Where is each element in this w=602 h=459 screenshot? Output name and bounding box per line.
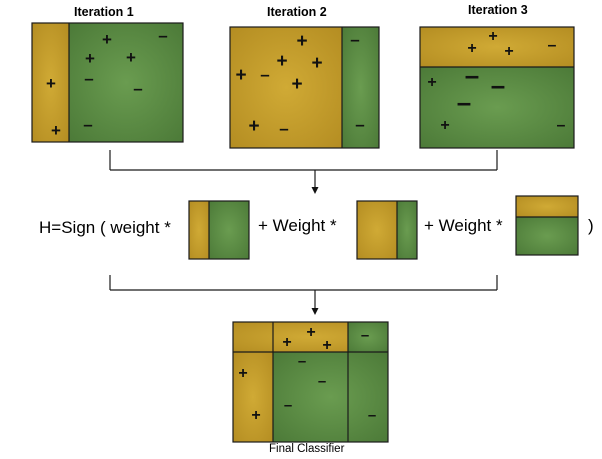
iter2-plus-1: + — [276, 51, 287, 72]
iter2-positive-region — [230, 27, 342, 148]
final-plus-2: + — [322, 337, 331, 354]
top-arrow-head — [311, 187, 319, 194]
iter1-plus-0: + — [46, 74, 56, 93]
final-plus-4: + — [251, 407, 260, 424]
iter2-negative-region — [342, 27, 379, 148]
final-minus-4: – — [368, 407, 376, 424]
iter1-plus-1: + — [51, 121, 61, 140]
iter1-minus-2: – — [133, 79, 142, 98]
iteration-1-title: Iteration 1 — [74, 5, 134, 19]
iter2-plus-0: + — [296, 31, 307, 52]
mini3-positive — [516, 196, 578, 217]
iteration-3-title: Iteration 3 — [468, 3, 528, 17]
iter3-plus-0: + — [467, 40, 476, 57]
iter3-minus-1: – — [557, 117, 566, 134]
iter3-plus-1: + — [488, 28, 497, 45]
iter2-minus-3: – — [279, 119, 288, 138]
iter3-plus-4: + — [440, 117, 449, 134]
bottom-arrow-head — [311, 308, 319, 315]
iter2-plus-5: + — [248, 116, 259, 137]
iter1-minus-3: – — [83, 115, 92, 134]
final-plus-1: + — [306, 324, 315, 341]
final-minus-1: – — [298, 353, 306, 370]
iter1-positive-region — [32, 23, 69, 142]
mini1-frame — [188, 200, 250, 260]
final-top-right-negative — [348, 322, 388, 352]
iter3-large-minus-1: – — [491, 70, 505, 100]
final-minus-2: – — [318, 373, 326, 390]
iter1-plus-2: + — [85, 49, 95, 68]
iter2-plus-3: + — [235, 65, 246, 86]
final-plus-0: + — [282, 334, 291, 351]
iter3-negative-region — [420, 67, 574, 148]
iter1-plus-3: + — [102, 30, 112, 49]
mini3-negative — [516, 217, 578, 255]
iter1-minus-0: – — [158, 26, 167, 45]
final-classifier-caption: Final Classifier — [269, 443, 345, 455]
mini3-frame — [515, 195, 579, 256]
iter2-frame — [229, 26, 380, 149]
iter1-frame — [31, 22, 184, 143]
mini2-frame — [356, 200, 418, 260]
iter1-plus-4: + — [126, 48, 136, 67]
iter2-plus-4: + — [291, 74, 302, 95]
iter3-large-minus-0: – — [465, 60, 479, 90]
iter2-minus-2: – — [355, 115, 364, 134]
iter3-minus-0: – — [548, 37, 557, 54]
iter1-negative-region — [69, 23, 183, 142]
final-center-negative — [273, 352, 388, 442]
final-left-positive — [233, 352, 273, 442]
iter3-large-minus-2: – — [457, 87, 471, 117]
formula-prefix: H=Sign ( weight * — [39, 218, 171, 237]
iter1-minus-1: – — [84, 69, 93, 88]
final-frame — [232, 321, 389, 443]
iter3-frame — [419, 26, 575, 149]
final-plus-3: + — [238, 365, 247, 382]
mini1-negative — [209, 201, 249, 259]
mini2-positive — [357, 201, 397, 259]
final-minus-0: – — [361, 327, 369, 344]
mini2-negative — [397, 201, 417, 259]
iter3-positive-region — [420, 27, 574, 67]
formula-weight-3: + Weight * — [424, 216, 503, 235]
iteration-2-title: Iteration 2 — [267, 5, 327, 19]
iter2-minus-0: – — [350, 30, 359, 49]
mini1-positive — [189, 201, 209, 259]
iter3-plus-3: + — [427, 74, 436, 91]
iter2-plus-2: + — [311, 53, 322, 74]
final-minus-3: – — [284, 397, 292, 414]
formula-weight-2: + Weight * — [258, 216, 337, 235]
iter2-minus-1: – — [260, 65, 269, 84]
iter3-plus-2: + — [504, 43, 513, 60]
formula-close-paren: ) — [588, 216, 594, 235]
